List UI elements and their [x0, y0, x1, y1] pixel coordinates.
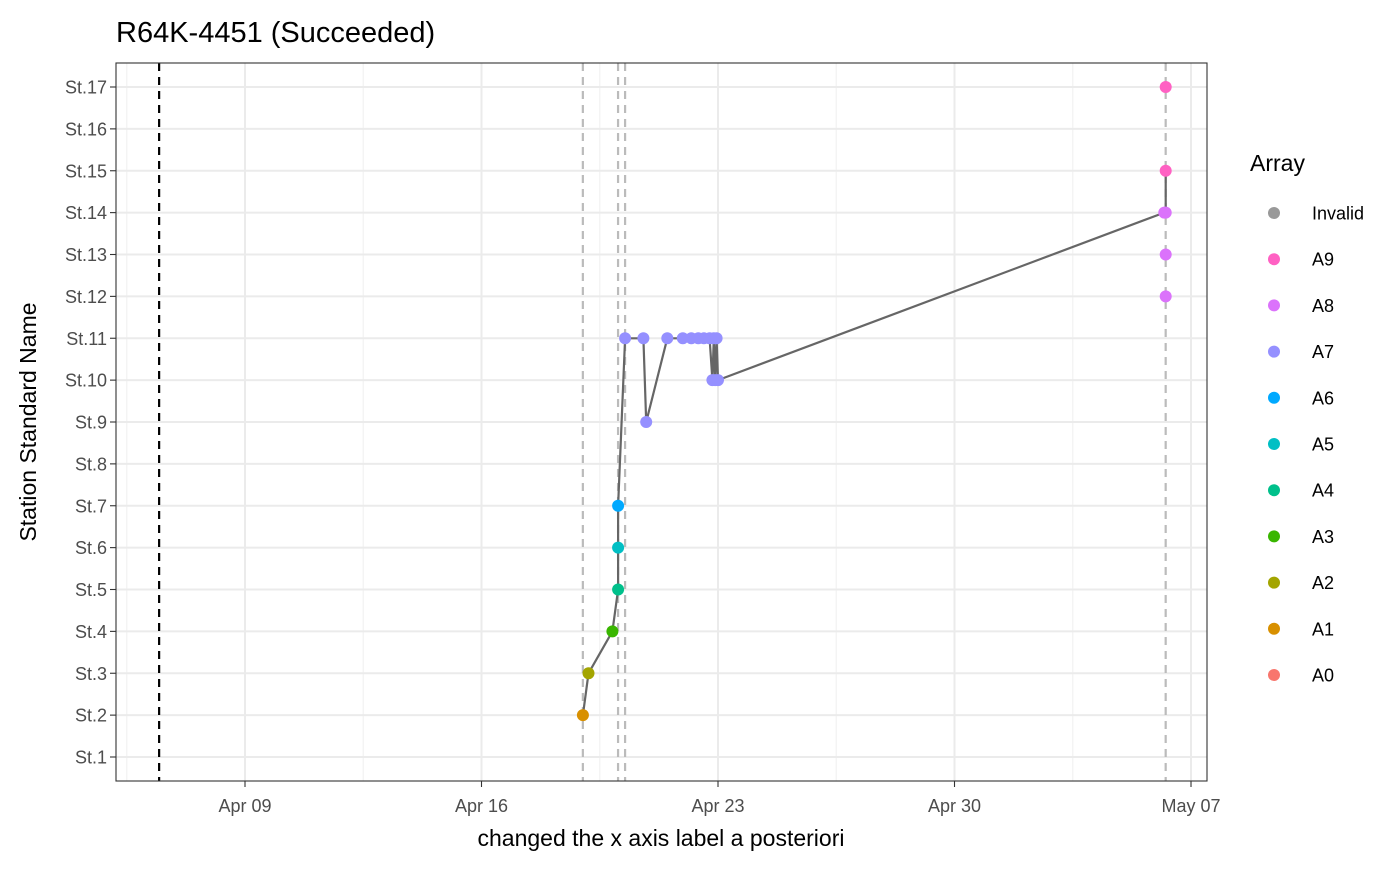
- data-point-a8: [1159, 248, 1172, 261]
- y-tick-label: St.15: [65, 161, 107, 181]
- data-point-a8: [1159, 290, 1172, 303]
- legend-label: A8: [1312, 296, 1334, 316]
- data-point-a9: [1159, 164, 1172, 177]
- legend-item: A3: [1268, 527, 1334, 547]
- data-point-a7: [676, 332, 689, 345]
- data-point-a9: [1159, 81, 1172, 93]
- legend-item: A2: [1268, 573, 1334, 593]
- legend-key: [1268, 669, 1280, 681]
- legend-key: [1268, 484, 1280, 497]
- y-tick-label: St.13: [65, 245, 107, 265]
- y-tick-label: St.3: [75, 664, 107, 684]
- legend-label: A3: [1312, 527, 1334, 547]
- y-tick-label: St.5: [75, 580, 107, 600]
- legend-item: A4: [1268, 481, 1334, 501]
- legend-key: [1268, 530, 1280, 543]
- x-axis-ticks: Apr 09 Apr 16 Apr 23 Apr 30 May 07: [218, 781, 1221, 816]
- legend-item: A8: [1268, 296, 1334, 316]
- legend-item: A0: [1268, 666, 1334, 686]
- y-tick-label: St.7: [75, 496, 107, 516]
- legend-item: Invalid: [1268, 204, 1364, 224]
- legend-label: Invalid: [1312, 204, 1364, 224]
- legend-key: [1268, 622, 1280, 635]
- y-tick-label: St.4: [75, 622, 107, 642]
- legend: Array Invalid A9 A8 A7 A6 A5 A4 A3 A2 A1 A0: [1250, 150, 1364, 686]
- y-tick-label: St.2: [75, 706, 107, 726]
- data-points: [576, 81, 1172, 722]
- data-point-a2: [582, 667, 595, 680]
- data-point-a5: [612, 541, 625, 554]
- x-tick-label: May 07: [1161, 796, 1220, 816]
- y-tick-label: St.14: [65, 203, 107, 223]
- legend-label: A7: [1312, 342, 1334, 362]
- series-line: [581, 170, 1167, 716]
- y-tick-label: St.8: [75, 454, 107, 474]
- legend-label: A2: [1312, 573, 1334, 593]
- data-point-a7: [661, 332, 674, 345]
- legend-key: [1268, 391, 1280, 404]
- legend-key: [1268, 299, 1280, 312]
- data-point-a6: [612, 499, 625, 512]
- legend-key: [1268, 438, 1280, 450]
- data-point-a7: [640, 416, 653, 428]
- legend-label: A6: [1312, 388, 1334, 408]
- legend-item: A1: [1268, 619, 1334, 639]
- data-point-a1: [576, 709, 589, 722]
- legend-item: A5: [1268, 435, 1334, 455]
- x-axis-label: changed the x axis label a posteriori: [478, 825, 845, 851]
- y-axis-label: Station Standard Name: [15, 302, 41, 541]
- legend-title: Array: [1250, 150, 1305, 176]
- legend-label: A9: [1312, 250, 1334, 270]
- legend-item: A6: [1268, 388, 1334, 408]
- legend-key: [1268, 345, 1280, 358]
- legend-label: A0: [1312, 666, 1334, 686]
- legend-item: A7: [1268, 342, 1334, 362]
- data-point-a8: [1159, 206, 1172, 219]
- y-tick-label: St.11: [66, 329, 107, 349]
- y-tick-label: St.10: [65, 371, 107, 391]
- legend-key: [1268, 576, 1280, 589]
- x-tick-label: Apr 09: [218, 796, 271, 816]
- data-point-a7: [637, 332, 650, 345]
- data-point-a7: [710, 332, 723, 345]
- legend-item: A9: [1268, 250, 1334, 270]
- data-point-a4: [612, 583, 625, 596]
- x-tick-label: Apr 30: [928, 796, 981, 816]
- y-tick-label: St.9: [75, 413, 107, 433]
- data-path: [581, 170, 1167, 716]
- data-point-a3: [606, 625, 619, 638]
- y-tick-label: St.12: [65, 287, 107, 307]
- grid-layer: [116, 63, 1207, 781]
- legend-entries: Invalid A9 A8 A7 A6 A5 A4 A3 A2 A1 A0: [1268, 204, 1364, 686]
- y-tick-label: St.16: [65, 119, 107, 139]
- legend-key: [1268, 207, 1280, 219]
- legend-label: A4: [1312, 481, 1334, 501]
- legend-label: A5: [1312, 435, 1334, 455]
- y-axis-ticks: St.1 St.2 St.3 St.4 St.5 St.6 St.7 St.8 St.9 St.1…: [65, 78, 116, 768]
- legend-label: A1: [1312, 619, 1334, 639]
- legend-key: [1268, 253, 1280, 266]
- y-tick-label: St.6: [75, 538, 107, 558]
- x-tick-label: Apr 23: [691, 796, 744, 816]
- data-point-a7: [712, 374, 724, 387]
- data-point-a7: [619, 332, 632, 345]
- chart-title: R64K-4451 (Succeeded): [116, 17, 435, 49]
- y-tick-label: St.1: [75, 748, 107, 768]
- y-tick-label: St.17: [65, 78, 107, 98]
- x-tick-label: Apr 16: [455, 796, 508, 816]
